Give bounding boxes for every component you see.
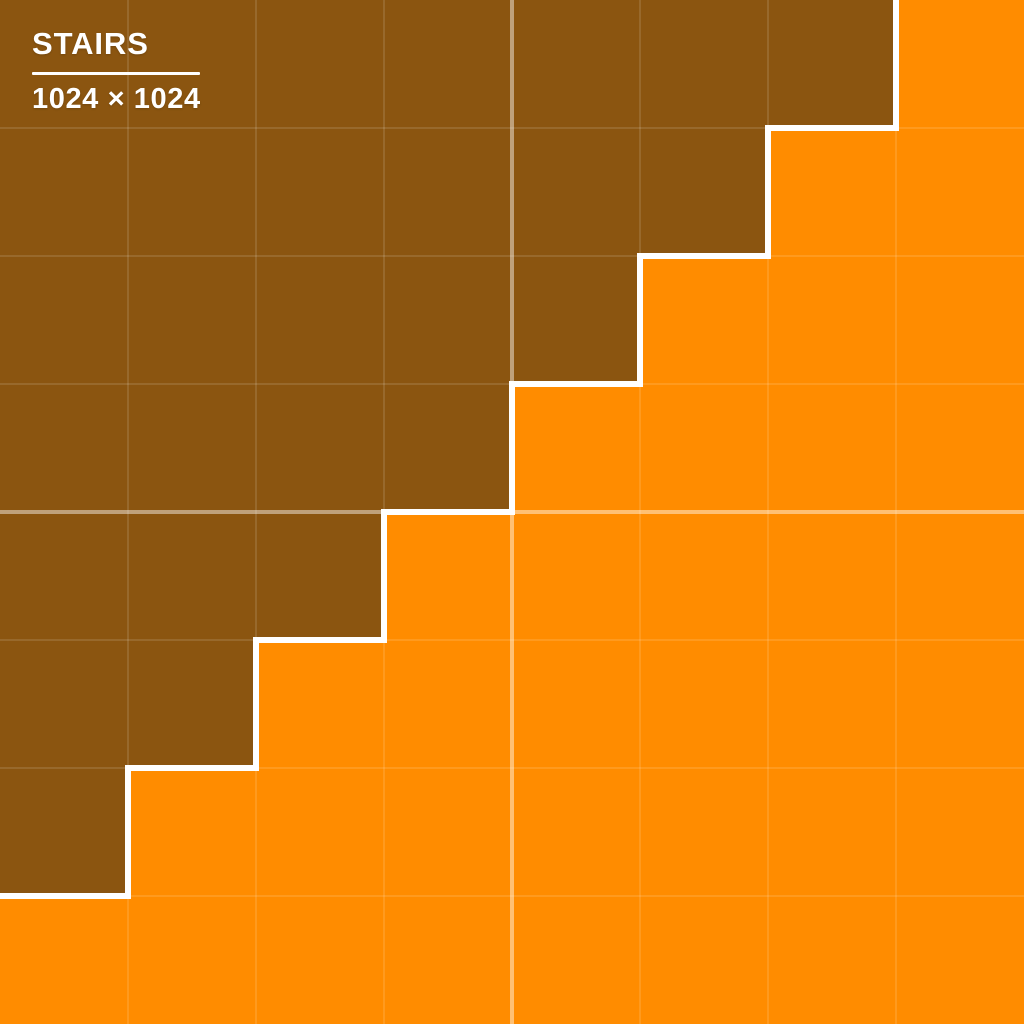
staircase-outline	[0, 0, 899, 899]
staircase-region	[0, 0, 896, 896]
